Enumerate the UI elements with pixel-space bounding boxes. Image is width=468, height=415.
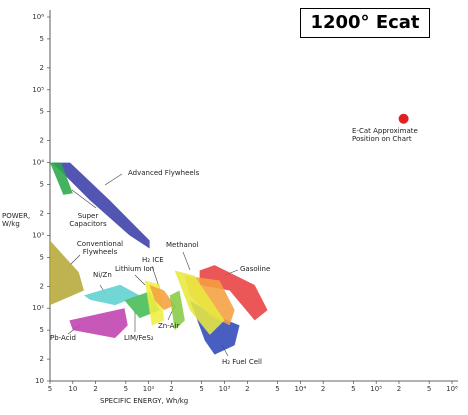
chart-title: 1200° Ecat (300, 8, 430, 38)
leader-lines (67, 173, 239, 357)
y-tick-label: 5 (40, 108, 44, 116)
x-tick-label: 5 (124, 385, 128, 393)
y-tick-label: 5 (40, 326, 44, 334)
x-tick-label: 10² (143, 385, 155, 393)
x-tick-label: 10 (68, 385, 77, 393)
region-label: Conventional Flywheels (76, 240, 124, 256)
y-tick-label: 2 (40, 64, 44, 72)
x-tick-label: 10⁴ (294, 385, 306, 393)
x-tick-label: 10⁵ (370, 385, 382, 393)
y-tick-label: 10² (32, 304, 44, 312)
region (199, 265, 268, 321)
y-tick-label: 2 (40, 137, 44, 145)
y-tick-label: 5 (40, 253, 44, 261)
x-tick-label: 2 (321, 385, 325, 393)
region (174, 270, 225, 335)
x-tick-label: 5 (351, 385, 355, 393)
y-tick-label: 10 (35, 377, 44, 385)
y-tick-label: 2 (40, 209, 44, 217)
region-label: LIM/FeS₂ (124, 334, 154, 342)
region-label: H₂ Fuel Cell (222, 358, 262, 366)
region-label: Ni/Zn (93, 271, 112, 279)
region (149, 285, 175, 311)
region (50, 240, 84, 306)
region-label: E-Cat Approximate Position on Chart (352, 127, 418, 143)
x-axis-label: SPECIFIC ENERGY, Wh/kg (100, 397, 189, 405)
x-tick-label: 2 (245, 385, 249, 393)
region-label: Zn-Air (158, 322, 180, 330)
region-label: H₂ ICE (142, 256, 164, 264)
y-tick-label: 10³ (32, 231, 44, 239)
region-label: Advanced Flywheels (128, 169, 200, 177)
y-tick-label: 2 (40, 355, 44, 363)
x-tick-label: 2 (93, 385, 97, 393)
region-label: Pb-Acid (50, 334, 76, 342)
region-label: Super Capacitors (69, 212, 107, 228)
region-label: Gasoline (240, 265, 271, 273)
y-tick-label: 10⁴ (32, 159, 44, 167)
x-tick-label: 2 (397, 385, 401, 393)
region (50, 162, 73, 195)
region-label: Methanol (166, 241, 199, 249)
region (169, 290, 185, 331)
region-label: Lithium Ion (115, 265, 155, 273)
region (51, 162, 150, 249)
y-tick-label: 2 (40, 282, 44, 290)
x-tick-label: 5 (427, 385, 431, 393)
x-tick-label: 2 (169, 385, 173, 393)
x-tick-label: 10³ (219, 385, 231, 393)
y-tick-label: 5 (40, 181, 44, 189)
data-point (398, 113, 409, 124)
x-tick-label: 5 (199, 385, 203, 393)
y-axis-label: POWER, W/kg (2, 212, 31, 228)
y-tick-label: 10⁶ (32, 13, 44, 21)
y-tick-label: 5 (40, 35, 44, 43)
x-tick-label: 5 (275, 385, 279, 393)
x-tick-label: 10⁶ (446, 385, 458, 393)
region (69, 308, 128, 338)
x-tick-label: 5 (48, 385, 52, 393)
y-tick-label: 10⁵ (32, 86, 44, 94)
